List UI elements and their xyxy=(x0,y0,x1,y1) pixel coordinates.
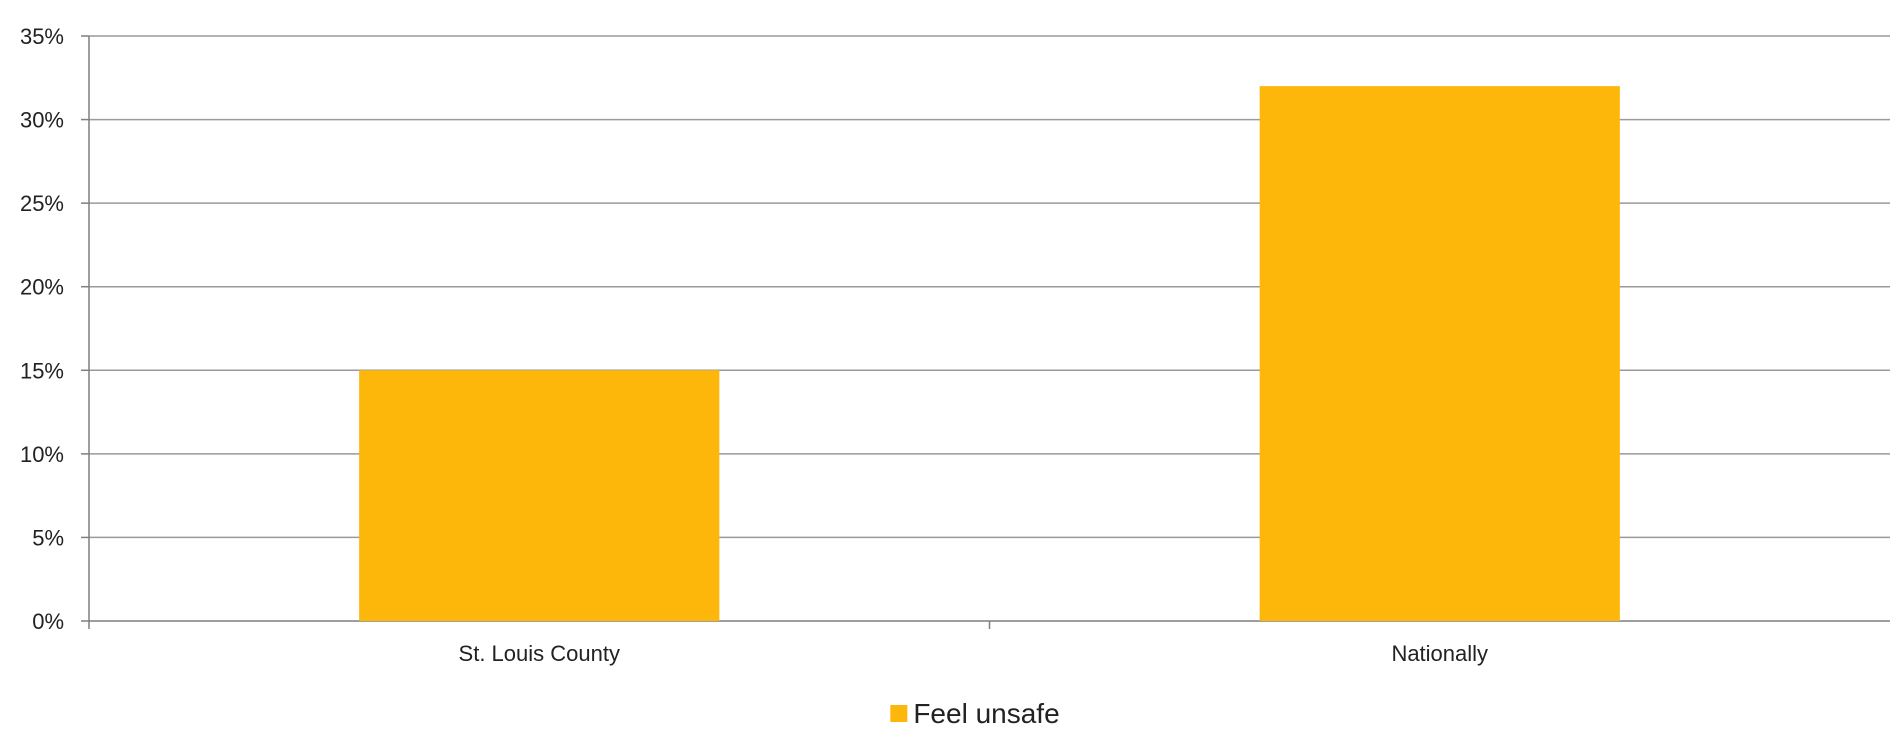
y-tick-label: 20% xyxy=(20,275,64,300)
legend-label: Feel unsafe xyxy=(913,698,1059,729)
y-tick-label: 10% xyxy=(20,442,64,467)
bars xyxy=(359,86,1620,621)
y-tick-label: 15% xyxy=(20,358,64,383)
x-axis-tick-labels: St. Louis County Nationally xyxy=(459,641,1489,666)
legend: Feel unsafe xyxy=(890,698,1060,729)
y-axis-tick-labels: 0% 5% 10% 15% 20% 25% 30% 35% xyxy=(20,24,64,634)
x-tick-label: Nationally xyxy=(1391,641,1488,666)
y-tick-label: 5% xyxy=(32,525,64,550)
y-tick-label: 0% xyxy=(32,609,64,634)
bar-st-louis-county xyxy=(359,370,720,621)
y-tick-label: 35% xyxy=(20,24,64,49)
legend-swatch xyxy=(890,705,908,722)
y-tick-label: 30% xyxy=(20,108,64,133)
y-tick-label: 25% xyxy=(20,191,64,216)
bar-nationally xyxy=(1259,86,1620,621)
x-tick-label: St. Louis County xyxy=(459,641,620,666)
